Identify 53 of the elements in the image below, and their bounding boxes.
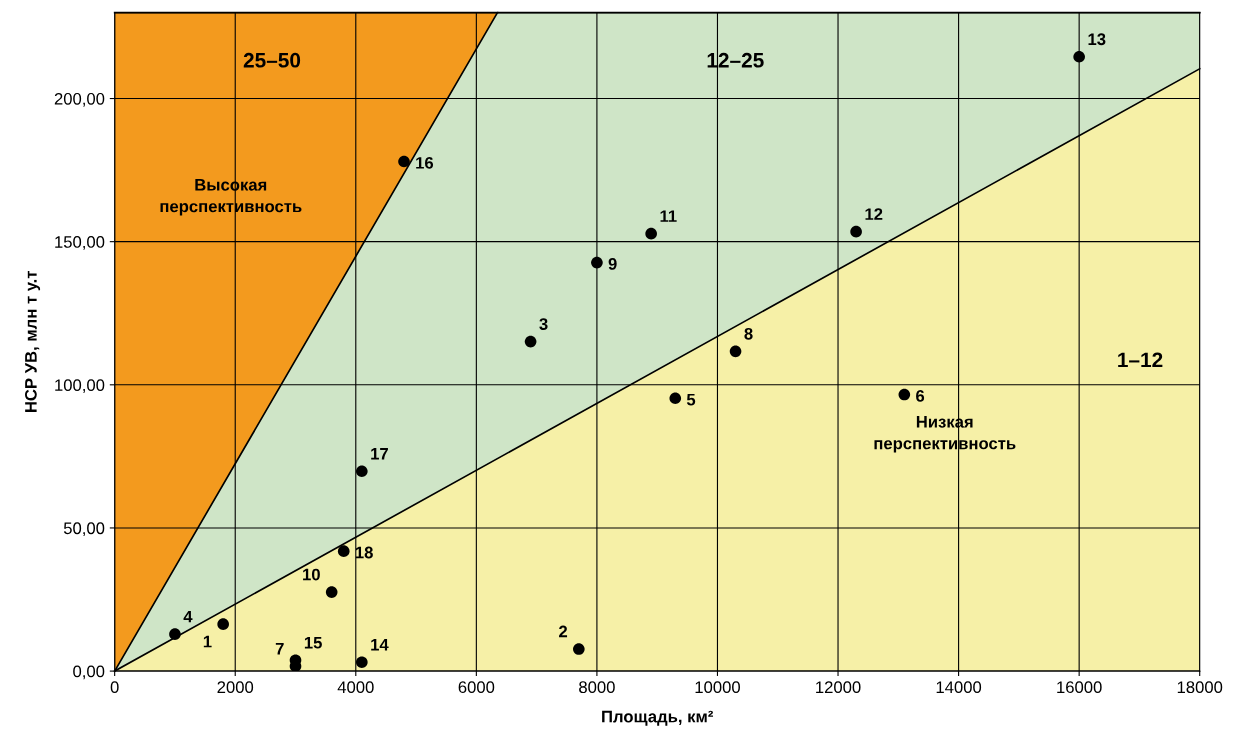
y-tick-label: 50,00 (63, 522, 105, 537)
point (524, 335, 537, 348)
y-tick-label: 200,00 (54, 92, 105, 107)
annotation: 1 (203, 635, 212, 648)
point (169, 628, 181, 640)
annotation: 16 (416, 156, 434, 169)
point (850, 225, 862, 238)
x-tick-label: 8000 (579, 681, 615, 694)
annotation: 11 (660, 210, 677, 222)
y-tick-label: 150,00 (55, 236, 105, 250)
annotation: 10 (303, 568, 320, 581)
annotation: 13 (1088, 33, 1106, 46)
x-tick-label: 4000 (337, 681, 374, 694)
y-axis-title: НСР УВ, млн т у.т (24, 271, 41, 412)
annotation: 9 (608, 258, 617, 270)
y-tick-label: 100,00 (55, 379, 105, 393)
x-tick-label: 12000 (816, 681, 861, 694)
annotation: 8 (744, 327, 753, 340)
annotation: 1–12 (1118, 352, 1163, 368)
annotation: 4 (183, 610, 193, 623)
point (729, 345, 742, 358)
point (217, 618, 229, 630)
x-tick-label: 2000 (217, 681, 254, 694)
annotation: 7 (275, 642, 284, 655)
y-tick-label: 0,00 (73, 665, 105, 680)
annotation: 25–50 (243, 52, 301, 68)
point (337, 545, 350, 557)
annotation: 14 (371, 638, 389, 651)
point (573, 643, 585, 655)
annotation: 15 (304, 636, 322, 649)
annotation: 17 (371, 448, 388, 460)
point (356, 465, 368, 478)
annotation: 18 (355, 546, 373, 559)
annotation: 3 (539, 318, 548, 330)
point (1073, 50, 1085, 63)
point (356, 656, 368, 669)
x-tick-label: 0 (110, 681, 119, 694)
x-tick-label: 18000 (1177, 681, 1223, 694)
point (898, 388, 911, 401)
point (669, 392, 682, 405)
x-tick-label: 6000 (458, 681, 495, 694)
x-tick-label: 10000 (695, 681, 740, 694)
point (325, 586, 338, 598)
x-tick-label: 16000 (1057, 681, 1102, 694)
annotation: 6 (916, 389, 925, 402)
annotation: 5 (686, 393, 696, 406)
point (591, 256, 603, 269)
annotation: 12 (865, 208, 883, 220)
x-axis-title: Площадь, км² (602, 710, 714, 726)
point (398, 155, 410, 168)
annotation: 2 (559, 625, 568, 638)
x-tick-label: 14000 (936, 681, 982, 694)
point (645, 227, 657, 240)
